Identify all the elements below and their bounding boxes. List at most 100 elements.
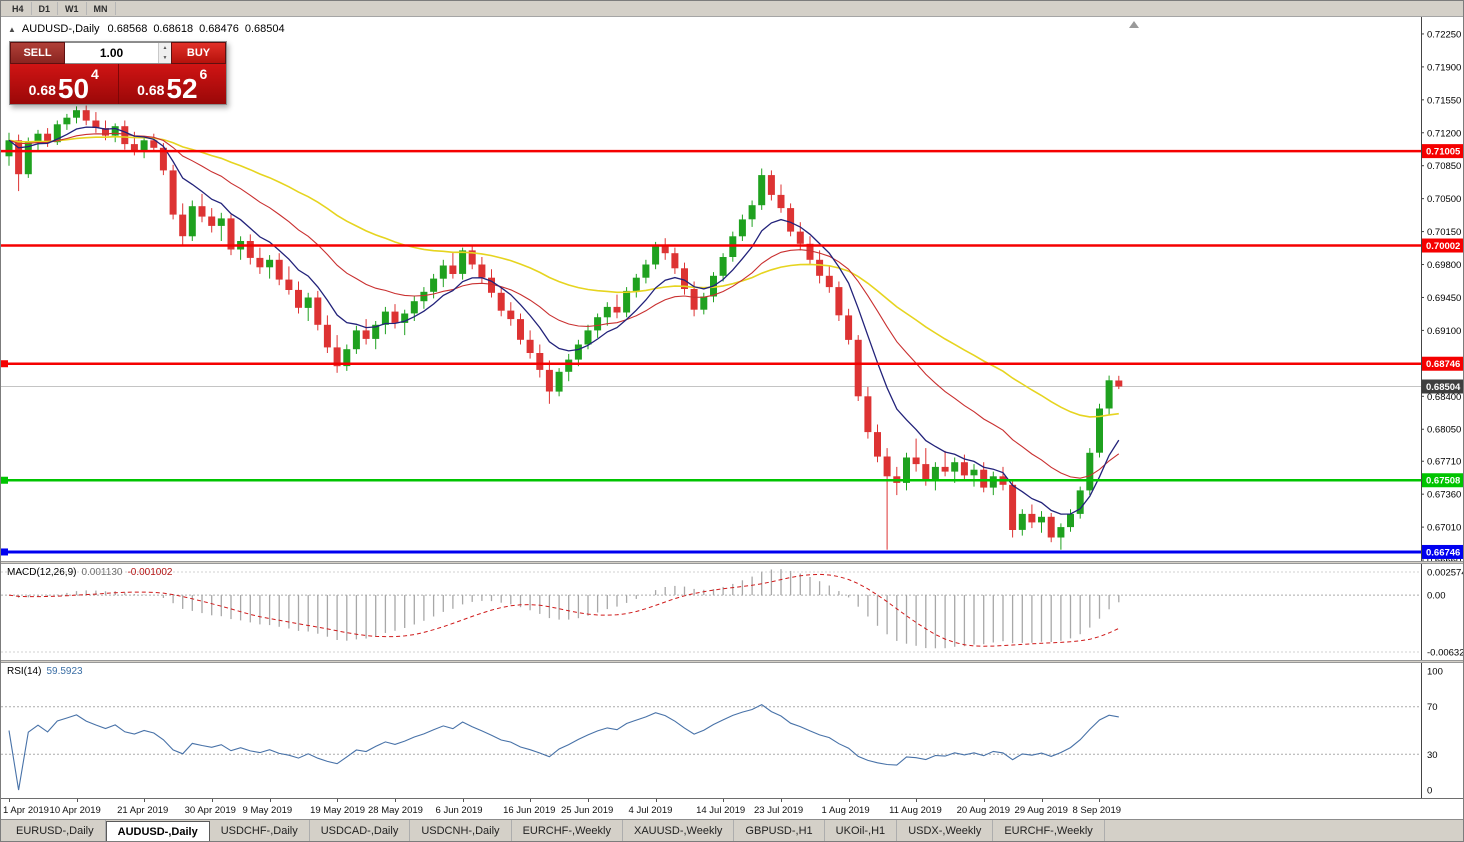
- candle: [333, 347, 341, 367]
- panel-splitter[interactable]: [1, 660, 1463, 663]
- chart-tab[interactable]: EURCHF-,Weekly: [512, 820, 623, 841]
- chart-tab[interactable]: USDCAD-,Daily: [310, 820, 411, 841]
- date-label: 8 Sep 2019: [1072, 805, 1122, 816]
- panel-splitter[interactable]: [1, 561, 1463, 564]
- trade-panel-toggle-icon[interactable]: ▲: [8, 24, 16, 34]
- candle: [1038, 516, 1045, 523]
- chart-tab[interactable]: EURUSD-,Daily: [5, 820, 106, 841]
- candle: [825, 275, 833, 288]
- macd-axis-label: 0.00: [1427, 591, 1446, 602]
- candle: [642, 264, 650, 278]
- volume-down-button[interactable]: ▼: [159, 53, 171, 63]
- rsi-panel[interactable]: 100 70 30 0 RSI(14) 59.5923: [1, 663, 1464, 798]
- candle: [719, 257, 727, 276]
- candle: [323, 324, 331, 348]
- candle: [5, 140, 13, 157]
- timeframe-button-h4[interactable]: H4: [5, 2, 32, 15]
- candle: [613, 306, 621, 313]
- line-anchor-marker[interactable]: [1, 360, 8, 368]
- candle: [912, 457, 920, 465]
- date-label: 21 Apr 2019: [117, 805, 169, 816]
- main-chart-panel[interactable]: 0.72250 0.71900 0.71550 0.71200 0.70850 0.705…: [1, 17, 1464, 561]
- candle: [73, 110, 80, 118]
- candle: [102, 128, 109, 136]
- price-tick-label: 0.70850: [1427, 161, 1461, 172]
- volume-value[interactable]: 1.00: [99, 46, 124, 60]
- chart-tab[interactable]: UKOil-,H1: [825, 820, 898, 841]
- candle: [198, 206, 206, 217]
- candle: [150, 140, 158, 148]
- chart-tab[interactable]: USDX-,Weekly: [897, 820, 994, 841]
- candle: [275, 259, 283, 280]
- candle: [401, 313, 409, 323]
- date-tick: [76, 799, 78, 802]
- candle: [121, 126, 129, 145]
- chart-tab[interactable]: GBPUSD-,H1: [734, 820, 825, 841]
- candle: [574, 344, 582, 360]
- candle: [381, 311, 389, 325]
- volume-field[interactable]: 1.00 ▲ ▼: [65, 42, 171, 64]
- candle: [883, 456, 891, 477]
- candle: [468, 250, 476, 265]
- time-axis[interactable]: 1 Apr 2019 10 Apr 2019 21 Apr 2019 30 Apr 2…: [1, 798, 1463, 819]
- candle: [391, 311, 399, 323]
- date-tick: [983, 799, 985, 802]
- buy-price-prefix: 0.68: [137, 82, 165, 98]
- rsi-axis-label: 30: [1427, 750, 1438, 761]
- macd-axis-label: 0.002574: [1427, 568, 1464, 579]
- candle: [517, 319, 524, 340]
- timeframe-button-d1[interactable]: D1: [32, 2, 59, 15]
- line-anchor-marker[interactable]: [1, 548, 8, 556]
- buy-price-display[interactable]: 0.68 52 6: [119, 64, 227, 104]
- date-label: 25 Jun 2019: [561, 805, 614, 816]
- date-label: 16 Jun 2019: [503, 805, 556, 816]
- candle: [449, 265, 457, 274]
- timeframe-button-mn[interactable]: MN: [87, 2, 116, 15]
- candle: [246, 241, 254, 258]
- date-tick: [655, 799, 657, 802]
- date-label: 1 Aug 2019: [821, 805, 870, 816]
- price-tick-label: 0.68400: [1427, 392, 1461, 403]
- main-chart-canvas[interactable]: 0.72250 0.71900 0.71550 0.71200 0.70850 0.705…: [1, 17, 1464, 561]
- sell-button[interactable]: SELL: [10, 42, 65, 64]
- candle: [217, 218, 225, 226]
- candle: [24, 142, 32, 175]
- candle: [439, 265, 447, 279]
- candle: [372, 324, 380, 339]
- chart-tab[interactable]: EURCHF-,Weekly: [993, 820, 1105, 841]
- macd-panel[interactable]: 0.002574 0.00 -0.006326 MACD(12,26,9) 0.00…: [1, 564, 1464, 660]
- macd-canvas[interactable]: 0.002574 0.00 -0.006326: [1, 564, 1464, 660]
- chart-symbol-label: AUDUSD-,Daily: [21, 23, 100, 35]
- candle: [266, 259, 274, 268]
- candle: [304, 297, 312, 308]
- candle: [82, 110, 90, 121]
- candle: [989, 476, 997, 488]
- chart-title: ▲ AUDUSD-,Daily 0.68568 0.68618 0.68476 …: [8, 23, 285, 35]
- candle: [420, 291, 428, 302]
- price-level-tag: [1422, 238, 1463, 253]
- date-tick: [337, 799, 339, 802]
- chart-tab[interactable]: USDCNH-,Daily: [410, 820, 512, 841]
- sell-price-display[interactable]: 0.68 50 4: [10, 64, 118, 104]
- date-tick: [1041, 799, 1043, 802]
- timeframe-button-w1[interactable]: W1: [58, 2, 87, 15]
- date-label: 11 Aug 2019: [889, 805, 942, 816]
- price-tick-label: 0.69100: [1427, 326, 1461, 337]
- candle: [63, 117, 71, 125]
- chart-tab[interactable]: AUDUSD-,Daily: [105, 821, 210, 841]
- macd-main-value: 0.001130: [81, 567, 123, 578]
- chart-tab[interactable]: USDCHF-,Daily: [210, 820, 310, 841]
- date-label: 6 Jun 2019: [435, 805, 483, 816]
- date-tick: [588, 799, 589, 802]
- ohlc-high: 0.68618: [153, 23, 194, 35]
- candle: [92, 120, 100, 128]
- rsi-canvas[interactable]: 100 70 30 0: [1, 663, 1464, 798]
- buy-button[interactable]: BUY: [171, 42, 226, 64]
- candle: [1115, 380, 1123, 387]
- price-level-tag-label: 0.67508: [1426, 476, 1460, 487]
- volume-up-button[interactable]: ▲: [159, 43, 171, 53]
- candle: [816, 259, 824, 276]
- chart-tab[interactable]: XAUUSD-,Weekly: [623, 820, 735, 841]
- candle: [681, 268, 688, 289]
- line-anchor-marker[interactable]: [1, 476, 8, 484]
